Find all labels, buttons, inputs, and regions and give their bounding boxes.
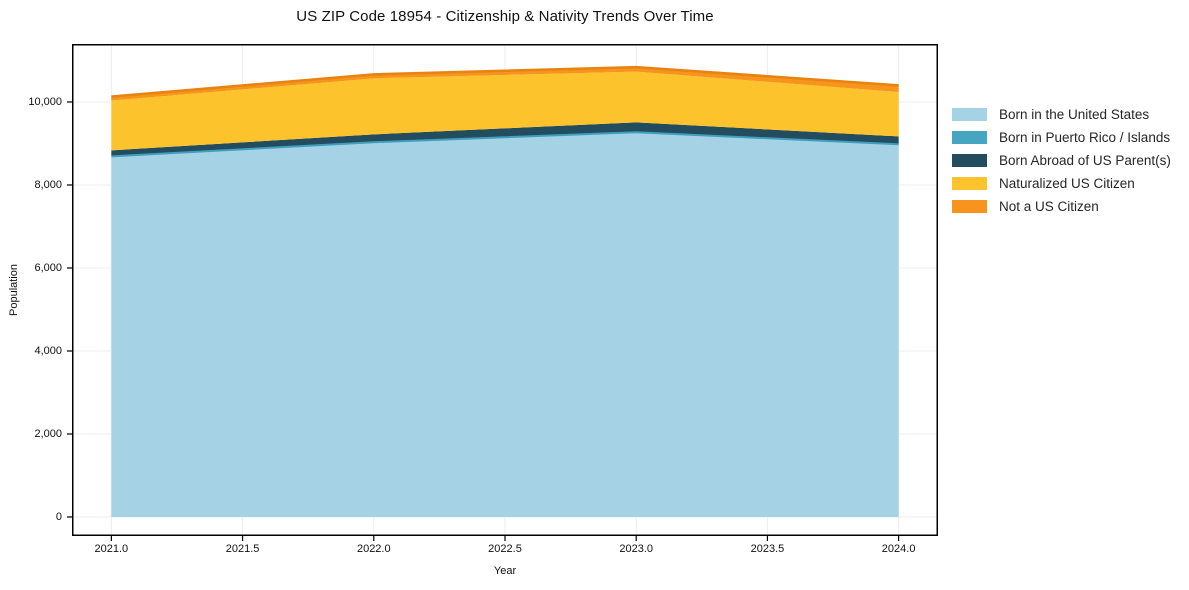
legend-label: Born Abroad of US Parent(s) — [999, 153, 1171, 168]
chart-title: US ZIP Code 18954 - Citizenship & Nativi… — [296, 8, 714, 25]
legend-swatch-born-abroad-of-us-parent-s- — [952, 154, 987, 167]
legend-swatch-born-in-puerto-rico-islands — [952, 131, 987, 144]
legend-item: Naturalized US Citizen — [952, 172, 1171, 195]
plot-frame — [72, 44, 938, 536]
legend-item: Born Abroad of US Parent(s) — [952, 149, 1171, 172]
area-series-layer — [111, 65, 899, 517]
legend-item: Born in the United States — [952, 103, 1171, 126]
area-1-born-in-the-united-states — [111, 132, 899, 517]
x-tick-label: 2022.5 — [488, 543, 522, 555]
y-tick-label: 0 — [55, 510, 62, 523]
y-axis-title: Population — [8, 264, 20, 316]
x-tick-label: 2023.5 — [750, 543, 785, 555]
y-tick-label: 8,000 — [34, 178, 62, 191]
area-4-naturalized-us-citizen — [111, 71, 899, 151]
legend-label: Not a US Citizen — [999, 199, 1099, 214]
x-axis-title: Year — [493, 565, 517, 577]
x-tick-label: 2021.5 — [225, 543, 260, 555]
legend-item: Born in Puerto Rico / Islands — [952, 126, 1171, 149]
legend-label: Born in Puerto Rico / Islands — [999, 130, 1171, 145]
stack-edge-line — [111, 131, 899, 158]
stack-edge-line — [111, 65, 899, 98]
y-tick-label: 6,000 — [34, 261, 62, 274]
x-tick-label: 2022.0 — [356, 543, 391, 555]
axis-tick-marks — [67, 101, 900, 541]
legend-label: Born in the United States — [999, 107, 1150, 122]
x-tick-label: 2024.0 — [881, 543, 916, 555]
y-tick-label: 2,000 — [34, 427, 62, 440]
legend-label: Naturalized US Citizen — [999, 176, 1135, 191]
legend-swatch-not-a-us-citizen — [952, 200, 987, 213]
area-3-born-abroad-of-us-parent-s- — [111, 122, 899, 157]
y-tick-label: 4,000 — [34, 344, 62, 357]
chart-legend: Born in the United States Born in Puerto … — [952, 103, 1171, 218]
x-tick-label: 2021.0 — [94, 543, 129, 555]
area-5-not-a-us-citizen — [111, 67, 899, 101]
legend-swatch-born-in-the-united-states — [952, 108, 987, 121]
x-tick-label: 2023.0 — [619, 543, 654, 555]
legend-item: Not a US Citizen — [952, 195, 1171, 218]
y-tick-label: 10,000 — [28, 95, 62, 108]
legend-swatch-naturalized-us-citizen — [952, 177, 987, 190]
